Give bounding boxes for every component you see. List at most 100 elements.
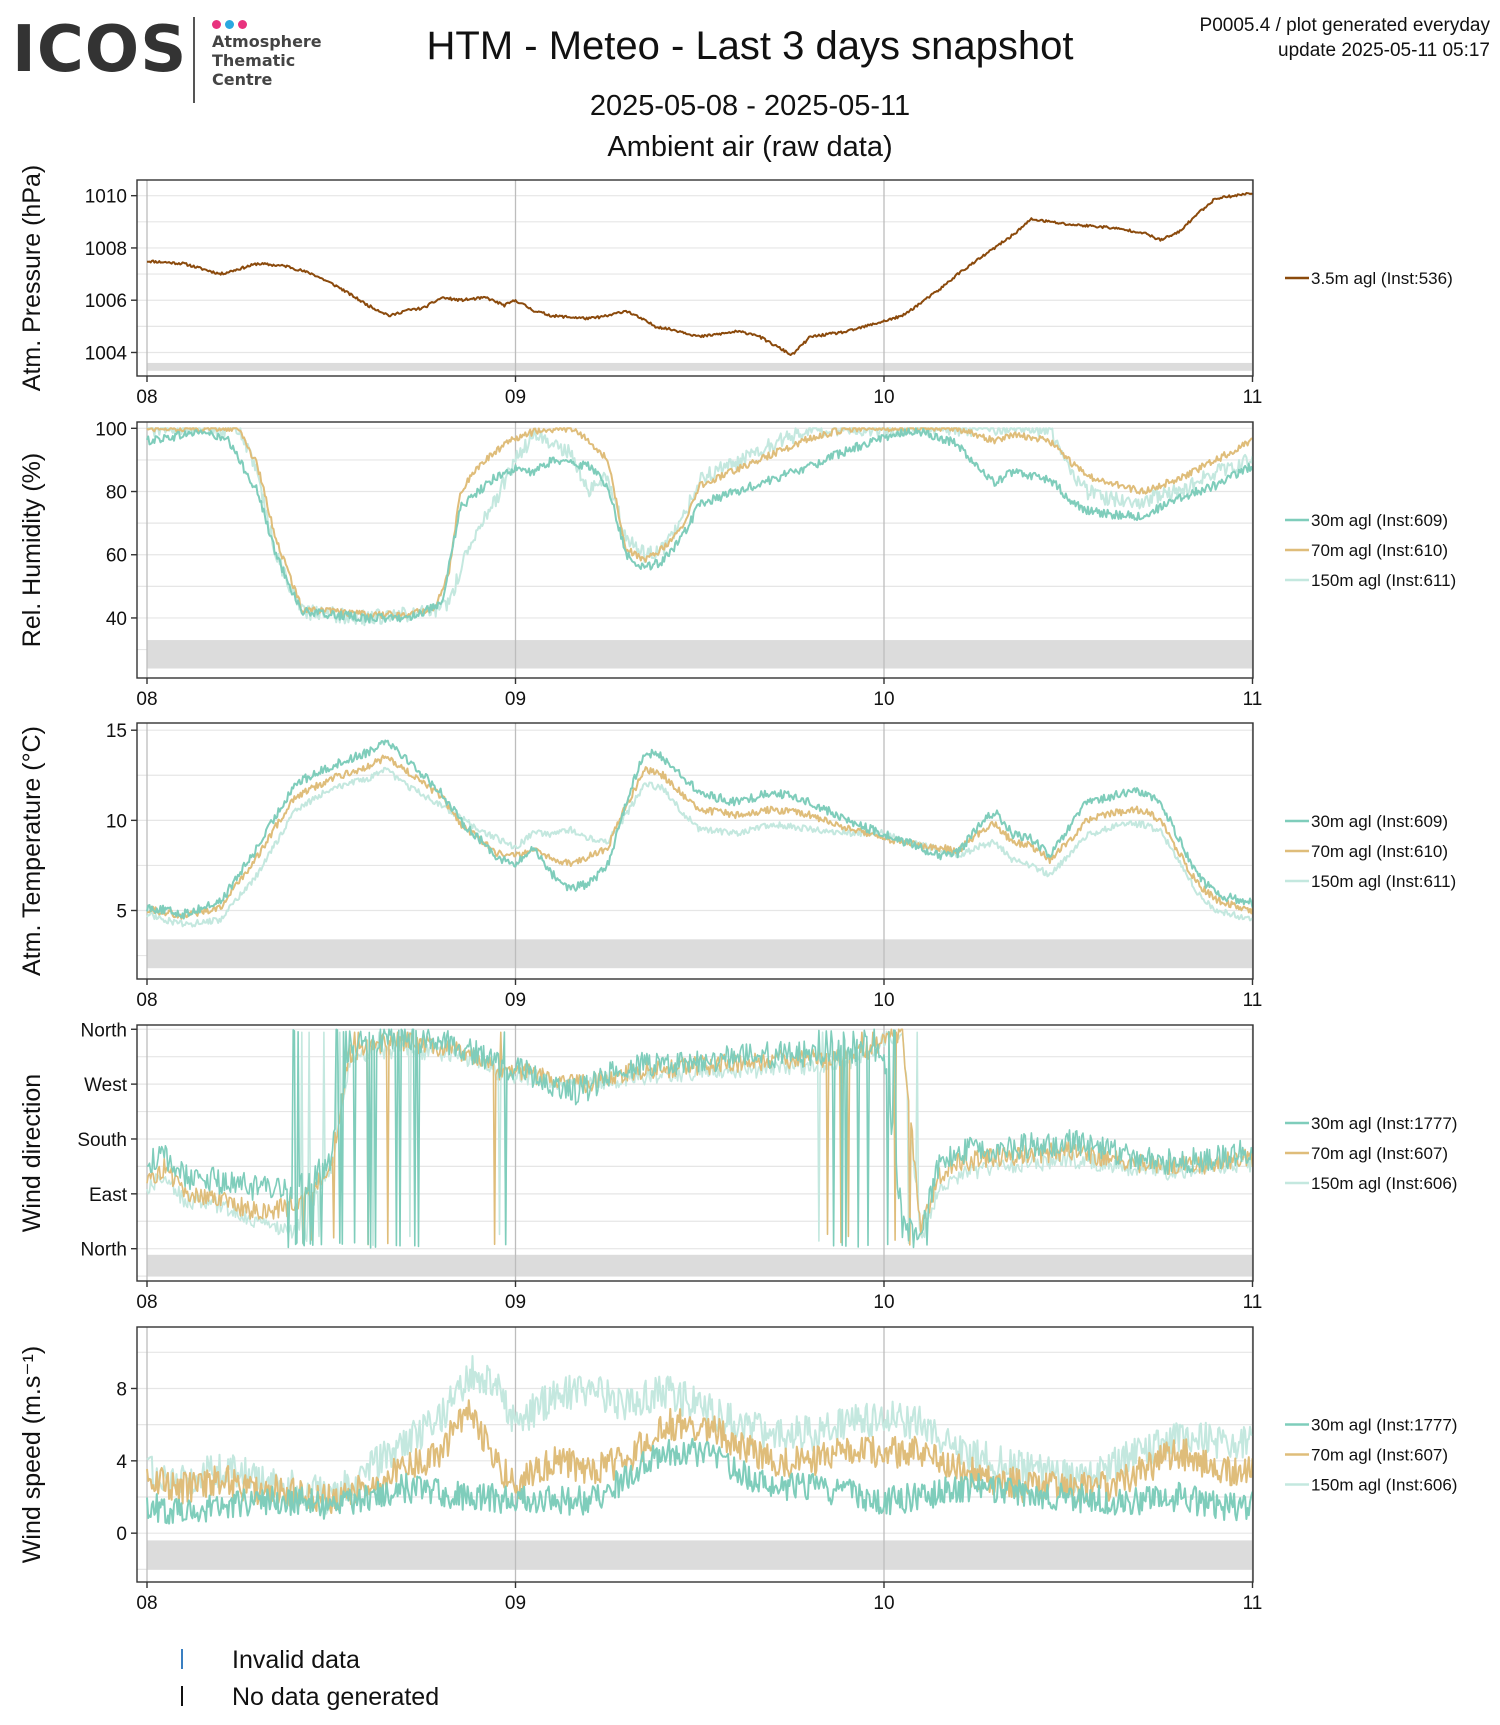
no-data-band [147, 1540, 1253, 1570]
plot-frame [136, 1326, 1254, 1583]
y-tick-label: West [84, 1075, 128, 1096]
x-tick-label: 09 [505, 387, 526, 408]
y-tick-label: 80 [106, 483, 127, 504]
series-line-3 [146, 766, 1254, 928]
y-tick-label: 1006 [85, 291, 127, 312]
x-tick-label: 08 [136, 387, 157, 408]
y-tick-label: 60 [106, 546, 127, 567]
panel-3: 5 10 15 08 09 10 11 Atm. Temperature (°C) 30m ag… [18, 721, 1456, 1011]
x-tick-label: 10 [873, 387, 894, 408]
series-line-1 [146, 1437, 1254, 1525]
plot-frame [136, 1024, 1254, 1282]
y-axis-label: Atm. Temperature (°C) [18, 726, 46, 976]
x-tick-label: 08 [136, 1292, 157, 1313]
update-timestamp: update 2025-05-11 05:17 [1278, 40, 1490, 61]
logo-dots [212, 16, 251, 29]
y-tick-label: South [77, 1130, 127, 1151]
y-tick-label: 10 [106, 811, 127, 832]
series-line-1 [147, 192, 1254, 356]
series-line-1 [146, 739, 1254, 920]
legend-label: 3.5m agl (Inst:536) [1311, 269, 1453, 288]
x-tick-label: 11 [1243, 689, 1263, 710]
logo-dot-1 [212, 20, 221, 29]
series-line-2 [146, 754, 1254, 920]
panel-5: 0 4 8 08 09 10 11 Wind speed (m.s⁻¹) 30m agl (In… [18, 1326, 1457, 1614]
icos-logo: ICOS [12, 13, 188, 87]
logo-dot-3 [238, 20, 247, 29]
x-tick-label: 09 [505, 689, 526, 710]
x-tick-label: 08 [136, 1593, 157, 1614]
x-tick-label: 10 [873, 1292, 894, 1313]
y-axis-label: Wind direction [18, 1074, 46, 1232]
y-tick-label: 40 [106, 609, 127, 630]
y-tick-label: East [89, 1185, 128, 1206]
plot-frame [136, 179, 1254, 377]
x-tick-label: 11 [1243, 990, 1263, 1011]
no-data-mark [181, 1686, 183, 1706]
no-data-band [147, 640, 1253, 669]
invalid-data-label: Invalid data [232, 1646, 360, 1674]
logo-dot-2 [225, 20, 234, 29]
y-axis-label: Atm. Pressure (hPa) [18, 165, 46, 391]
x-tick-label: 08 [136, 990, 157, 1011]
no-data-band [147, 1254, 1253, 1277]
logo-divider [193, 17, 195, 103]
y-axis-label: Rel. Humidity (%) [18, 453, 46, 647]
panel-4: North East South West North 08 09 10 11 Wind dire… [18, 1020, 1457, 1313]
x-tick-label: 11 [1243, 1593, 1263, 1614]
panel-1: 1004 1006 1008 1010 08 09 10 11 Atm. Pressure (h… [18, 165, 1453, 408]
chart-subtitle: Ambient air (raw data) [607, 131, 893, 163]
legend-label: 150m agl (Inst:611) [1311, 872, 1456, 891]
x-tick-label: 08 [136, 689, 157, 710]
legend-label: 150m agl (Inst:611) [1311, 571, 1456, 590]
y-tick-label: 15 [106, 721, 127, 742]
no-data-band [147, 939, 1253, 969]
legend-label: 150m agl (Inst:606) [1311, 1174, 1457, 1193]
panel-2: 40 60 80 100 08 09 10 11 Rel. Humidity (%) 30m ag… [18, 419, 1456, 710]
y-tick-label: 1008 [85, 239, 127, 260]
no-data-label: No data generated [232, 1683, 440, 1711]
legend-label: 70m agl (Inst:610) [1311, 842, 1448, 861]
plot-meta: P0005.4 / plot generated everyday update… [1200, 13, 1490, 63]
x-tick-label: 10 [873, 990, 894, 1011]
logo-sub-line-1: Atmosphere [212, 32, 322, 51]
logo-subtitle: Atmosphere Thematic Centre [212, 32, 322, 89]
y-tick-label: North [81, 1020, 127, 1041]
series-line-1 [146, 427, 1254, 624]
logo-sub-line-2: Thematic [212, 51, 296, 70]
y-tick-label: 1004 [85, 343, 128, 364]
x-tick-label: 10 [873, 1593, 894, 1614]
legend-label: 70m agl (Inst:607) [1311, 1446, 1448, 1465]
date-range: 2025-05-08 - 2025-05-11 [589, 90, 911, 122]
y-tick-label: 8 [116, 1379, 127, 1400]
x-tick-label: 09 [505, 990, 526, 1011]
y-axis-label: Wind speed (m.s⁻¹) [18, 1346, 46, 1563]
x-tick-label: 09 [505, 1292, 526, 1313]
plot-frame [136, 421, 1254, 679]
y-tick-label: 4 [116, 1452, 127, 1473]
legend-label: 150m agl (Inst:606) [1311, 1476, 1457, 1495]
no-data-band [147, 362, 1253, 371]
series-line-3 [147, 427, 1254, 627]
chart-title: HTM - Meteo - Last 3 days snapshot [426, 24, 1074, 68]
y-tick-label: 100 [95, 419, 127, 440]
x-tick-label: 11 [1243, 1292, 1263, 1313]
x-tick-label: 10 [873, 689, 894, 710]
plot-frame [136, 722, 1254, 980]
legend-label: 30m agl (Inst:1777) [1311, 1416, 1457, 1435]
legend-label: 70m agl (Inst:610) [1311, 541, 1448, 560]
y-tick-label: 5 [116, 901, 127, 922]
y-tick-label: 1010 [85, 187, 127, 208]
logo-sub-line-3: Centre [212, 70, 273, 89]
x-tick-label: 09 [505, 1593, 526, 1614]
invalid-data-mark [181, 1649, 183, 1669]
x-tick-label: 11 [1243, 387, 1263, 408]
legend-label: 30m agl (Inst:609) [1311, 511, 1448, 530]
y-tick-label: 0 [116, 1524, 127, 1545]
legend-label: 70m agl (Inst:607) [1311, 1144, 1448, 1163]
product-id: P0005.4 / plot generated everyday [1199, 15, 1490, 36]
legend-label: 30m agl (Inst:1777) [1311, 1114, 1457, 1133]
legend-label: 30m agl (Inst:609) [1311, 812, 1448, 831]
y-tick-label: North [81, 1240, 127, 1261]
